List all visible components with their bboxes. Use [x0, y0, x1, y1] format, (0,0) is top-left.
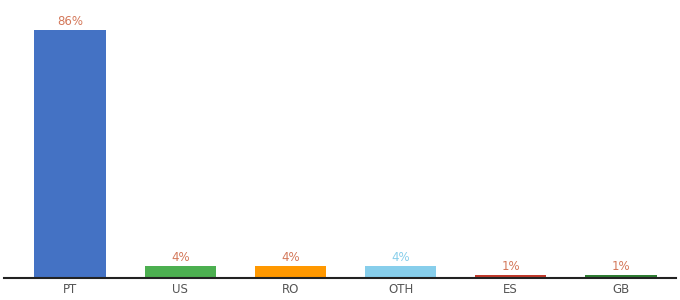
Bar [585, 275, 657, 278]
Bar [475, 275, 547, 278]
Text: 4%: 4% [281, 251, 300, 264]
Bar [145, 266, 216, 278]
Text: 1%: 1% [501, 260, 520, 273]
Text: 1%: 1% [611, 260, 630, 273]
Bar [364, 266, 437, 278]
Bar [255, 266, 326, 278]
Text: 4%: 4% [171, 251, 190, 264]
Text: 4%: 4% [391, 251, 410, 264]
Text: 86%: 86% [57, 15, 83, 28]
Bar [35, 30, 106, 278]
